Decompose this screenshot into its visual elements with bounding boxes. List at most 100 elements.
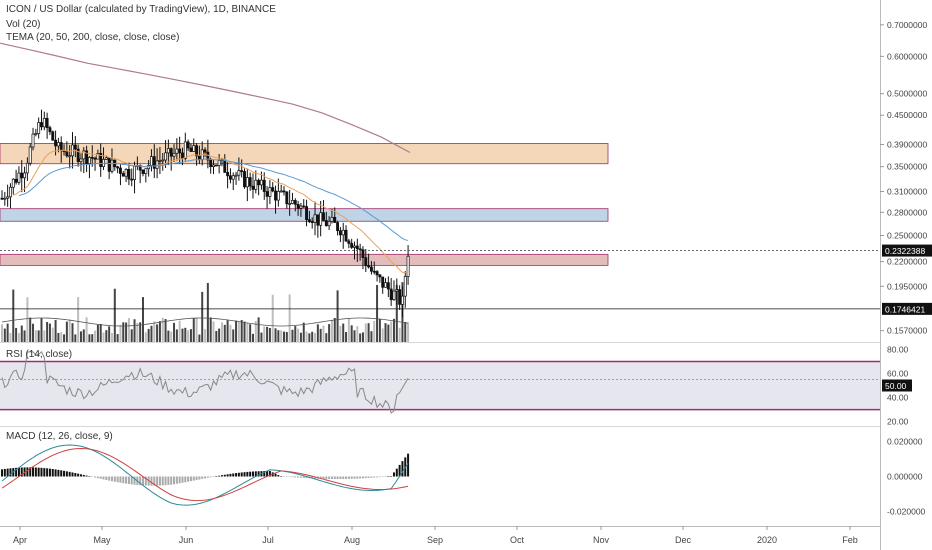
macd-histogram-bar	[333, 476, 336, 480]
macd-histogram-bar	[82, 474, 85, 477]
volume-bar	[125, 322, 128, 342]
candle-body	[257, 179, 261, 186]
price-axis[interactable]: 0.7000000 0.6000000 0.5000000 0.4500000 0.39…	[880, 0, 932, 550]
volume-bar	[51, 327, 54, 342]
candle-body	[288, 203, 292, 205]
candle-body	[384, 282, 387, 288]
candle-body	[3, 197, 7, 200]
candle-body	[14, 178, 18, 183]
volume-bar	[333, 318, 336, 342]
chart-title: ICON / US Dollar (calculated by TradingV…	[6, 4, 276, 15]
macd-histogram-bar	[167, 476, 170, 485]
time-axis[interactable]: Apr May Jun Jul Aug Sep Oct Nov Dec 2020 Feb	[0, 526, 880, 545]
macd-histogram-bar	[237, 472, 240, 477]
macd-histogram-bar	[299, 476, 302, 478]
support-price-label-box	[882, 302, 932, 315]
candle-body	[338, 230, 342, 236]
candle-body	[54, 139, 58, 147]
volume-bar	[206, 282, 209, 342]
macd-histogram-bar	[139, 476, 142, 486]
candle-body	[73, 144, 77, 150]
macd-histogram-bar	[206, 476, 209, 478]
macd-histogram-bar	[144, 476, 147, 486]
rsi-tick-label: 80.00	[887, 344, 909, 354]
volume-bar	[68, 319, 71, 342]
volume-bar	[88, 334, 91, 342]
volume-bar	[187, 330, 190, 342]
time-tick-label: Apr	[13, 535, 27, 545]
candle-body	[31, 133, 35, 148]
macd-histogram-bar	[1, 469, 3, 477]
last-price-label-box	[882, 244, 932, 257]
macd-histogram-bar	[373, 476, 376, 478]
candle-body	[392, 290, 396, 301]
macd-histogram-bar	[251, 471, 254, 477]
rsi-value-label: 50.00	[885, 381, 907, 391]
macd-histogram-bar	[350, 476, 353, 479]
macd-histogram-bar	[257, 471, 260, 477]
volume-bar	[173, 322, 176, 342]
candle-body	[375, 271, 379, 276]
macd-histogram-bar	[218, 475, 221, 477]
candle-body	[85, 150, 89, 164]
candle-body	[183, 141, 187, 159]
tema-20-line	[13, 149, 409, 274]
candle-body	[381, 276, 385, 288]
volume-bar	[271, 294, 274, 342]
volume-bar	[17, 332, 20, 342]
volume-label: Vol (20)	[6, 19, 41, 30]
macd-histogram-bar	[99, 476, 102, 479]
macd-histogram-bar	[215, 476, 218, 477]
volume-bar	[328, 324, 331, 342]
macd-histogram-bar	[319, 476, 322, 479]
volume-bar	[314, 332, 317, 342]
candle-body	[327, 221, 331, 227]
macd-histogram-bar	[54, 469, 57, 477]
rsi-value-box	[882, 379, 912, 392]
macd-histogram-bar	[142, 476, 144, 486]
volume-bar	[390, 321, 393, 342]
candle-body	[178, 148, 182, 154]
candle-body	[358, 248, 362, 251]
candle-body	[192, 145, 196, 152]
candle-body	[265, 191, 269, 197]
candle-body	[164, 152, 168, 161]
macd-tick-label: -0.020000	[887, 507, 926, 517]
volume-bar	[20, 325, 23, 342]
candle-body	[305, 206, 309, 220]
volume-bar	[367, 323, 370, 342]
volume-bar	[178, 320, 181, 342]
macd-histogram-bar	[153, 476, 156, 486]
macd-histogram-bar	[156, 476, 159, 486]
price-tick-label: 0.5000000	[887, 89, 927, 99]
candle-body	[353, 245, 356, 248]
candle-body	[369, 266, 373, 272]
candle-body	[144, 168, 148, 174]
volume-ma-line	[1, 317, 409, 327]
macd-histogram-bar	[285, 476, 288, 477]
candle-body	[59, 142, 63, 151]
candle-body	[217, 160, 221, 166]
macd-histogram-bar	[229, 473, 232, 477]
macd-histogram-bar	[43, 468, 46, 477]
macd-histogram-bar	[305, 476, 308, 479]
volume-bar	[156, 324, 159, 342]
price-tick-label: 0.2200000	[887, 257, 927, 267]
volume-bar	[218, 328, 221, 342]
volume-bar	[347, 318, 350, 342]
candle-body	[398, 289, 402, 305]
volume-bar	[266, 326, 269, 342]
candle-body	[310, 221, 314, 223]
macd-panel	[1, 444, 410, 506]
macd-histogram-bar	[63, 470, 66, 477]
price-tick-label: 0.2500000	[887, 230, 927, 240]
volume-bar	[249, 324, 252, 342]
macd-histogram-bar	[32, 467, 35, 477]
macd-tick-label: 0.000000	[887, 472, 923, 482]
candle-body	[133, 165, 136, 180]
macd-histogram-bar	[9, 468, 12, 477]
candle-body	[389, 288, 393, 301]
macd-histogram-bar	[91, 476, 94, 477]
macd-histogram-bar	[184, 476, 187, 483]
